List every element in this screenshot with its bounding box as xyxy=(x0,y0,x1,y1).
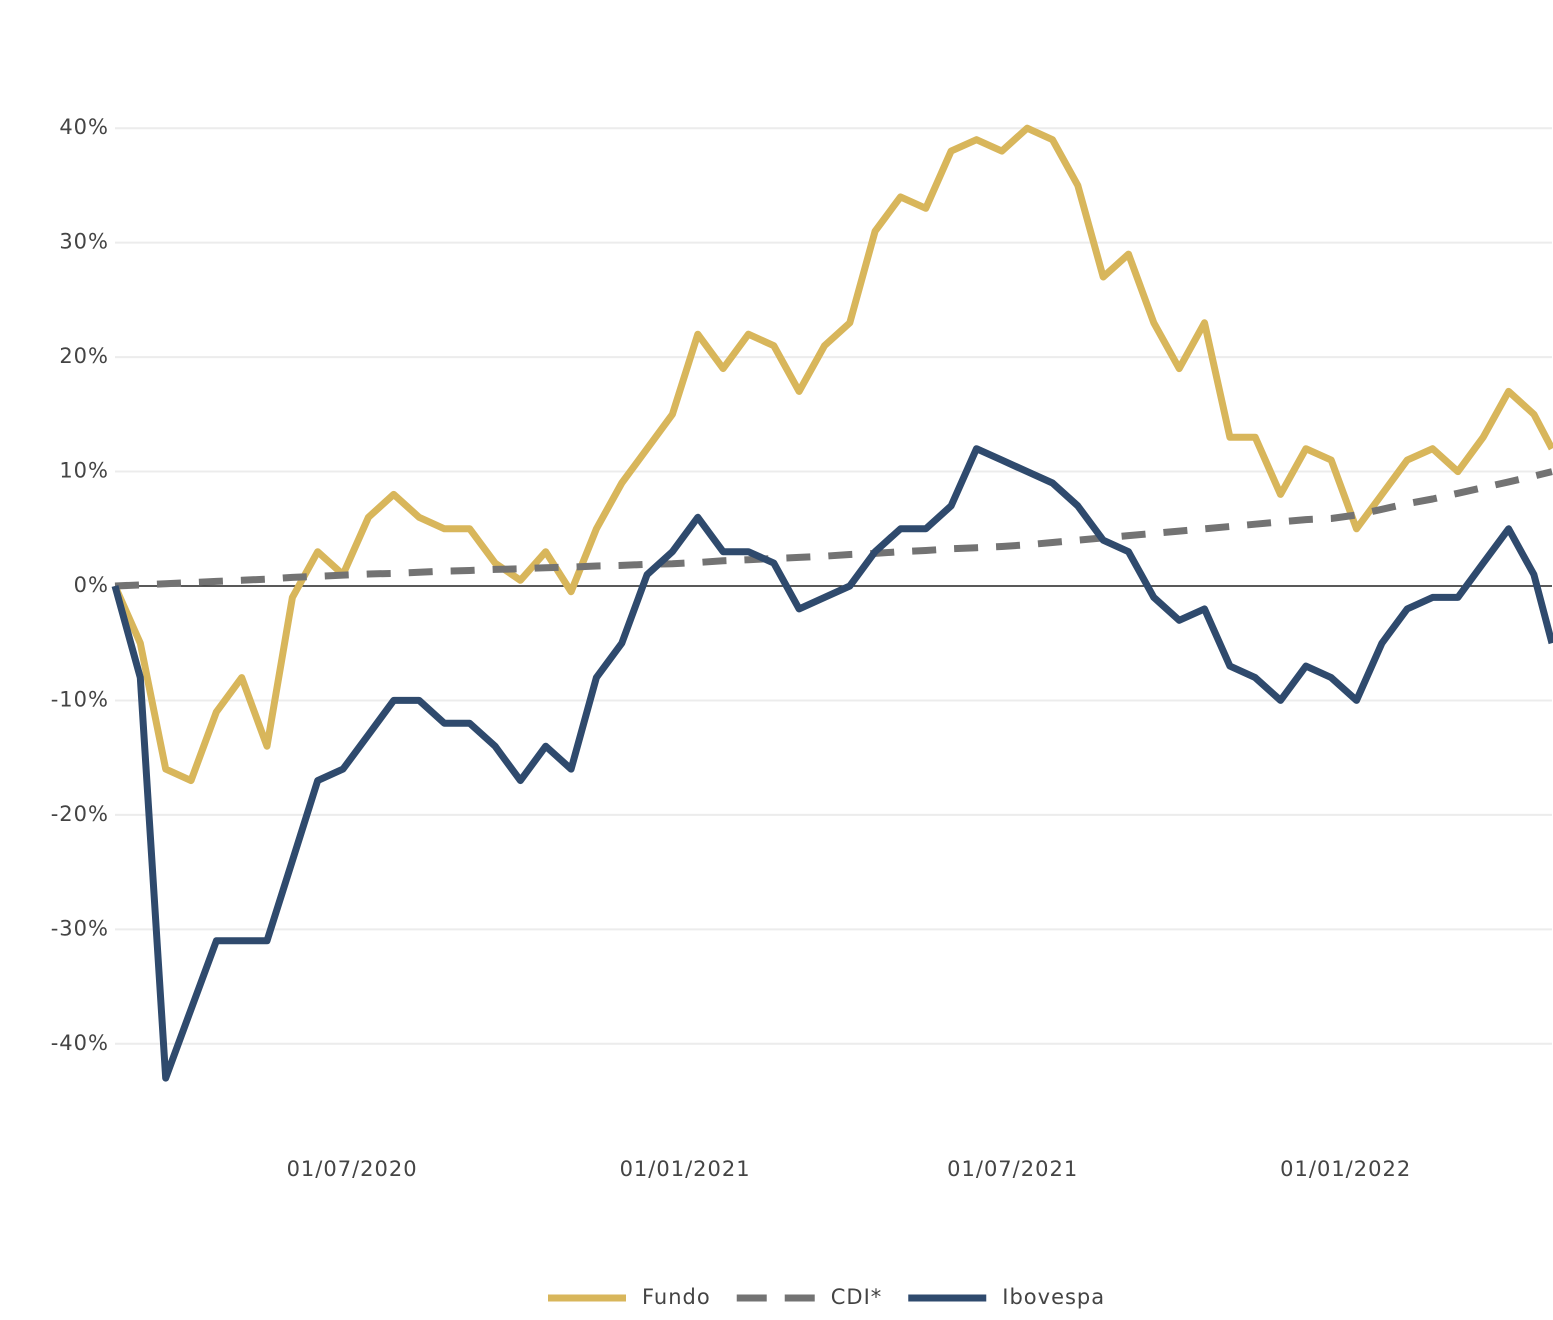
y-tick-label: -30% xyxy=(51,916,109,940)
legend-label: Fundo xyxy=(642,1285,711,1309)
series-line xyxy=(114,468,1553,590)
series-line xyxy=(111,445,1553,1082)
y-tick-label: 30% xyxy=(59,230,109,254)
x-tick-label: 01/01/2021 xyxy=(620,1157,751,1181)
y-tick-label: 40% xyxy=(59,115,109,139)
x-tick-label: 01/07/2021 xyxy=(947,1157,1078,1181)
x-tick-label: 01/07/2020 xyxy=(287,1157,418,1181)
y-tick-label: 20% xyxy=(59,344,109,368)
y-tick-label: -10% xyxy=(51,687,109,711)
legend-label: CDI* xyxy=(831,1285,883,1309)
y-tick-label: -20% xyxy=(51,802,109,826)
y-tick-label: -40% xyxy=(51,1031,109,1055)
series-line xyxy=(111,124,1553,785)
y-tick-label: 0% xyxy=(74,573,109,597)
legend-label: Ibovespa xyxy=(1002,1285,1105,1309)
y-tick-label: 10% xyxy=(59,459,109,483)
x-tick-label: 01/01/2022 xyxy=(1280,1157,1411,1181)
